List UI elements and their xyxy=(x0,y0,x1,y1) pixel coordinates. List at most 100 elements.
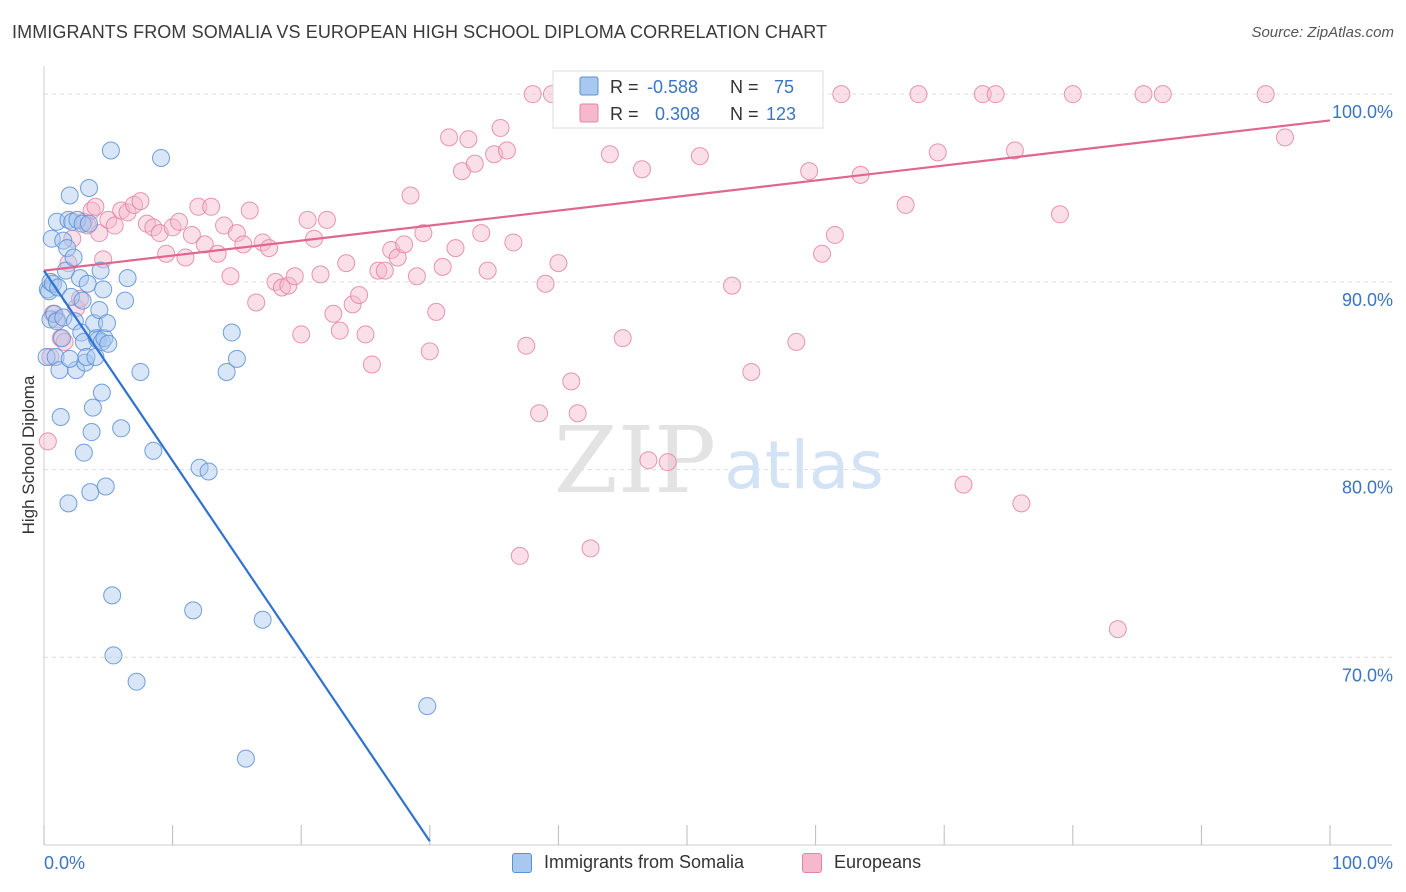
europeans-point xyxy=(954,475,973,494)
europeans-point xyxy=(221,267,240,286)
europeans-point xyxy=(38,432,57,451)
legend-swatch-blue xyxy=(579,76,599,96)
europeans-point xyxy=(562,372,581,391)
europeans-point xyxy=(433,257,452,276)
europeans-point xyxy=(298,210,317,229)
europeans-point xyxy=(176,248,195,267)
y-tick-label: 90.0% xyxy=(1342,290,1393,310)
europeans-point xyxy=(131,192,150,211)
europeans-point xyxy=(189,197,208,216)
europeans-point xyxy=(247,293,266,312)
europeans-point xyxy=(324,304,343,323)
somalia-point xyxy=(101,141,120,160)
europeans-point xyxy=(272,278,291,297)
legend-label-europeans: Europeans xyxy=(834,852,922,872)
somalia-point xyxy=(222,323,241,342)
europeans-point xyxy=(459,130,478,149)
legend-swatch-europeans xyxy=(802,852,822,873)
somalia-point xyxy=(127,672,146,691)
europeans-point xyxy=(157,244,176,263)
somalia-points xyxy=(37,141,437,768)
somalia-point xyxy=(42,229,61,248)
europeans-point xyxy=(825,225,844,244)
somalia-point xyxy=(92,383,111,402)
europeans-point xyxy=(330,321,349,340)
somalia-point xyxy=(118,269,137,288)
europeans-point xyxy=(1063,85,1082,104)
y-tick-label: 100.0% xyxy=(1332,102,1393,122)
europeans-point xyxy=(1256,85,1275,104)
europeans-point xyxy=(832,85,851,104)
legend-swatch-pink xyxy=(579,103,599,123)
europeans-point xyxy=(1050,205,1069,224)
somalia-point xyxy=(227,349,246,368)
legend-r-label-1: R = xyxy=(610,77,639,97)
gridlines xyxy=(44,93,1392,658)
europeans-point xyxy=(285,267,304,286)
legend-n-value-1: 75 xyxy=(774,77,794,97)
europeans-point xyxy=(395,235,414,254)
watermark-atlas: atlas xyxy=(724,427,884,504)
somalia-point xyxy=(217,362,236,381)
somalia-point xyxy=(74,443,93,462)
europeans-point xyxy=(427,302,446,321)
legend-r-label-2: R = xyxy=(610,104,639,124)
somalia-point xyxy=(80,179,99,198)
somalia-point xyxy=(67,361,86,380)
somalia-point xyxy=(112,419,131,438)
europeans-point xyxy=(118,203,137,222)
somalia-point xyxy=(152,148,171,167)
legend-item-somalia[interactable]: Immigrants from Somalia xyxy=(512,852,744,873)
europeans-point xyxy=(690,147,709,166)
europeans-point xyxy=(600,145,619,164)
europeans-points xyxy=(38,85,1294,639)
somalia-point xyxy=(54,308,73,327)
somalia-point xyxy=(81,483,100,502)
somalia-point xyxy=(99,334,118,353)
europeans-point xyxy=(414,224,433,243)
europeans-point xyxy=(813,244,832,263)
europeans-point xyxy=(369,261,388,280)
europeans-trend-line xyxy=(43,119,1331,272)
somalia-point xyxy=(199,462,218,481)
somalia-point xyxy=(104,646,123,665)
europeans-point xyxy=(928,143,947,162)
somalia-point xyxy=(78,274,97,293)
somalia-point xyxy=(96,477,115,496)
somalia-point xyxy=(116,291,135,310)
legend-item-europeans[interactable]: Europeans xyxy=(802,852,921,873)
somalia-point xyxy=(60,186,79,205)
somalia-point xyxy=(37,347,56,366)
europeans-point xyxy=(240,201,259,220)
europeans-point xyxy=(632,160,651,179)
y-tick-label: 70.0% xyxy=(1342,665,1393,685)
europeans-point xyxy=(1108,620,1127,639)
watermark-zip: ZIP xyxy=(554,407,716,514)
europeans-point xyxy=(465,154,484,173)
europeans-point xyxy=(504,233,523,252)
europeans-point xyxy=(639,451,658,470)
europeans-point xyxy=(530,404,549,423)
europeans-point xyxy=(581,539,600,558)
europeans-point xyxy=(510,546,529,565)
somalia-point xyxy=(64,248,83,267)
somalia-point xyxy=(56,261,75,280)
somalia-point xyxy=(51,408,70,427)
europeans-point xyxy=(311,265,330,284)
europeans-point xyxy=(1153,85,1172,104)
europeans-point xyxy=(800,162,819,181)
europeans-point xyxy=(227,224,246,243)
x-tick-label-max: 100.0% xyxy=(1332,853,1393,873)
y-tick-label: 80.0% xyxy=(1342,478,1393,498)
europeans-point xyxy=(787,332,806,351)
tick-labels: 70.0% 80.0% 90.0% 100.0% 0.0% 100.0% xyxy=(44,102,1393,873)
europeans-point xyxy=(723,276,742,295)
europeans-point xyxy=(202,197,221,216)
europeans-point xyxy=(71,289,90,308)
somalia-point xyxy=(49,278,68,297)
watermark: ZIP atlas xyxy=(554,407,884,514)
europeans-point xyxy=(208,244,227,263)
source-label: Source: ZipAtlas.com xyxy=(1251,24,1394,41)
europeans-point xyxy=(613,329,632,348)
